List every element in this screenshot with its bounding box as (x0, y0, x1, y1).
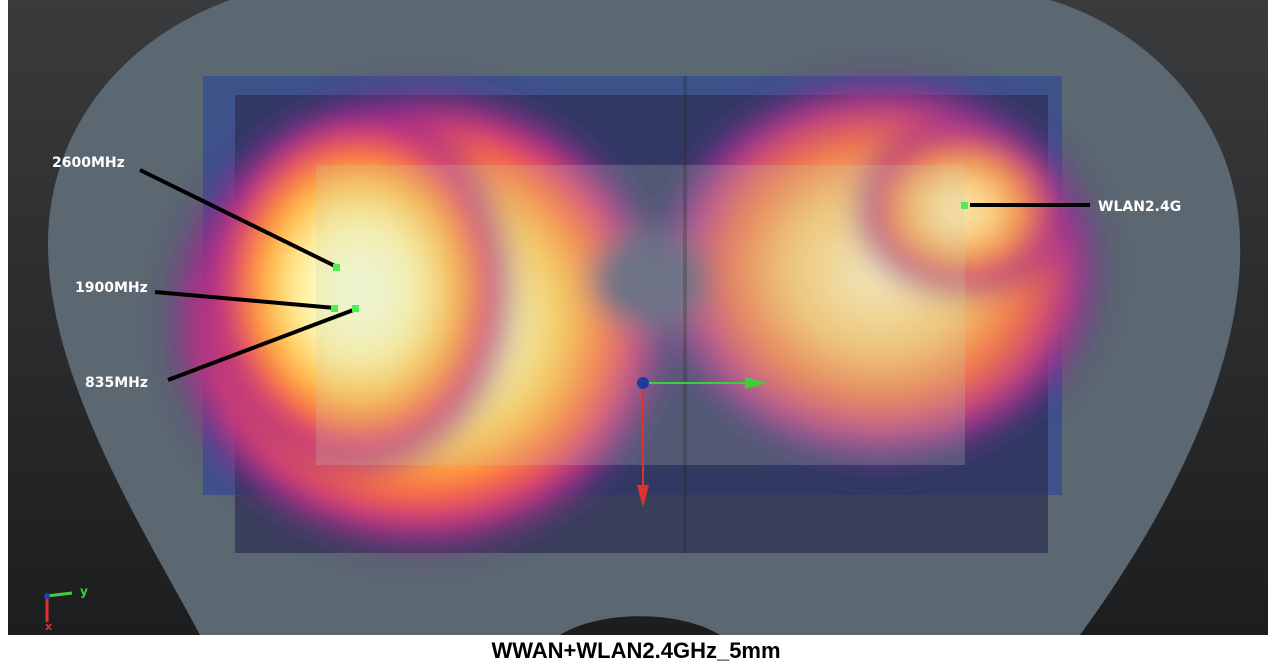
probe-point (333, 264, 340, 271)
viewport: 2600MHz 1900MHz 835MHz WLAN2.4G y x (8, 0, 1268, 635)
overlay (316, 165, 965, 465)
axis-arrowhead (637, 485, 649, 507)
corner-axis (46, 591, 73, 598)
probe-point (961, 202, 968, 209)
probe-label: 2600MHz (52, 155, 125, 171)
probe-label: 835MHz (85, 375, 148, 391)
probe-point (331, 305, 338, 312)
leader-line (167, 307, 357, 382)
heatmap (160, 70, 1110, 560)
leader-line (139, 168, 338, 269)
caption: WWAN+WLAN2.4GHz_5mm (491, 638, 781, 663)
corner-axis-label: y (80, 585, 88, 599)
corner-axis-label: x (45, 620, 52, 633)
probe-label: 1900MHz (75, 280, 148, 296)
origin (637, 377, 649, 389)
probe-point (352, 305, 359, 312)
probe-label: WLAN2.4G (1098, 199, 1181, 215)
corner-origin (44, 593, 50, 599)
leader-line (154, 290, 336, 310)
axis-arrowhead (745, 377, 767, 389)
seam (683, 76, 687, 553)
